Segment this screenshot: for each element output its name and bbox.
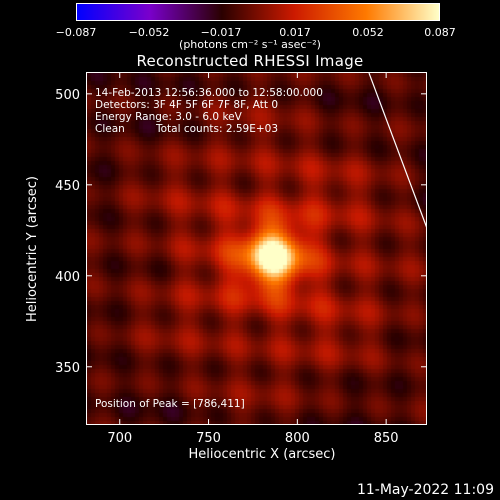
y-tick-label: 350 bbox=[55, 361, 80, 376]
limb-overlay bbox=[368, 73, 426, 228]
x-tick-label: 700 bbox=[107, 431, 132, 446]
colorbar-units: (photons cm⁻² s⁻¹ asec⁻²) bbox=[179, 38, 321, 51]
y-tick-label: 500 bbox=[55, 88, 80, 103]
y-axis-label: Heliocentric Y (arcsec) bbox=[25, 176, 40, 322]
annotation-counts: Total counts: 2.59E+03 bbox=[156, 123, 279, 135]
annotation-peak: Position of Peak = [786,411] bbox=[95, 398, 245, 410]
annotation-time: 14-Feb-2013 12:56:36.000 to 12:58:00.000 bbox=[95, 87, 323, 99]
x-tick-label: 850 bbox=[374, 431, 399, 446]
colorbar-tick: 0.052 bbox=[352, 26, 384, 39]
rhessi-heatmap bbox=[87, 73, 426, 424]
colorbar bbox=[76, 3, 440, 21]
annotation-detectors: Detectors: 3F 4F 5F 6F 7F 8F, Att 0 bbox=[95, 99, 279, 111]
chart-title: Reconstructed RHESSI Image bbox=[136, 52, 364, 70]
colorbar-tick: 0.087 bbox=[424, 26, 456, 39]
plot-area: 14-Feb-2013 12:56:36.000 to 12:58:00.000… bbox=[86, 72, 427, 425]
annotation-energy: Energy Range: 3.0 - 6.0 keV bbox=[95, 111, 242, 123]
x-axis-label: Heliocentric X (arcsec) bbox=[189, 447, 336, 462]
colorbar-tick: −0.052 bbox=[128, 26, 170, 39]
x-tick-label: 750 bbox=[196, 431, 221, 446]
render-timestamp: 11-May-2022 11:09 bbox=[356, 482, 494, 498]
colorbar-tick: 0.017 bbox=[279, 26, 311, 39]
x-tick-label: 800 bbox=[285, 431, 310, 446]
colorbar-tick: −0.087 bbox=[55, 26, 97, 39]
y-tick-label: 400 bbox=[55, 270, 80, 285]
annotation-method: Clean bbox=[95, 123, 125, 135]
colorbar-tick: −0.017 bbox=[200, 26, 242, 39]
y-tick-label: 450 bbox=[55, 179, 80, 194]
solar-limb-line bbox=[368, 73, 426, 228]
